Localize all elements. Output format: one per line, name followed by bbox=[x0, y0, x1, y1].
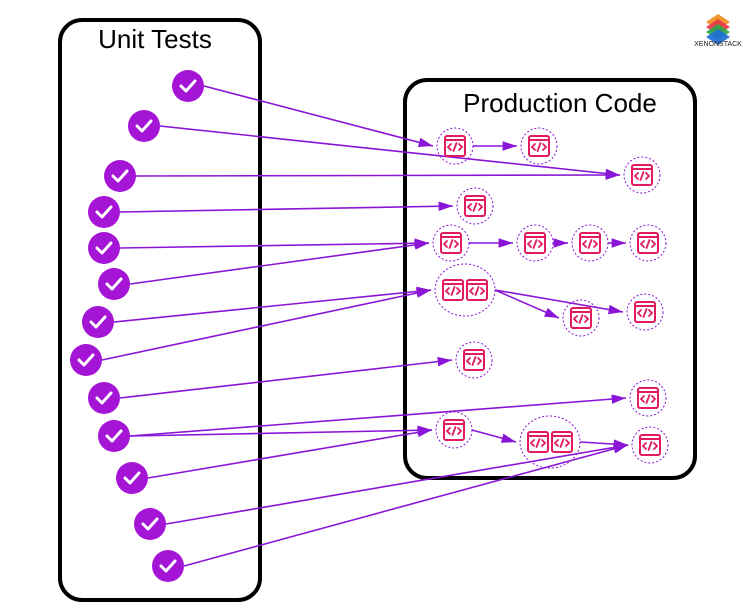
arrow bbox=[136, 175, 620, 176]
unit-test-node bbox=[116, 462, 148, 494]
unit-test-node bbox=[98, 268, 130, 300]
unit-test-node bbox=[152, 550, 184, 582]
code-node bbox=[456, 342, 492, 378]
unit-test-node bbox=[172, 70, 204, 102]
unit-test-node bbox=[98, 420, 130, 452]
arrow bbox=[148, 430, 432, 478]
arrow bbox=[472, 430, 516, 442]
code-node bbox=[624, 157, 660, 193]
arrow bbox=[580, 442, 628, 445]
arrow bbox=[204, 86, 433, 146]
code-node bbox=[517, 225, 553, 261]
code-node bbox=[435, 264, 495, 316]
arrow bbox=[130, 243, 429, 284]
arrow bbox=[495, 290, 559, 318]
unit-test-node bbox=[134, 508, 166, 540]
code-node bbox=[433, 225, 469, 261]
arrow bbox=[120, 243, 429, 248]
code-node bbox=[572, 225, 608, 261]
unit-test-node bbox=[128, 110, 160, 142]
unit-test-node bbox=[104, 160, 136, 192]
code-node bbox=[436, 412, 472, 448]
unit-test-node bbox=[88, 196, 120, 228]
unit-test-node bbox=[88, 232, 120, 264]
unit-test-node bbox=[82, 306, 114, 338]
unit-test-node bbox=[88, 382, 120, 414]
code-node bbox=[457, 188, 493, 224]
arrow bbox=[160, 126, 620, 175]
arrow bbox=[102, 290, 431, 360]
arrow bbox=[120, 360, 452, 398]
unit-test-node bbox=[70, 344, 102, 376]
diagram-canvas: Unit Tests Production Code XENONSTACK bbox=[0, 0, 749, 613]
unit_tests-label: Unit Tests bbox=[98, 24, 212, 54]
code-node bbox=[521, 128, 557, 164]
code-node bbox=[632, 427, 668, 463]
arrow bbox=[114, 290, 431, 322]
code-node bbox=[630, 380, 666, 416]
code-node bbox=[627, 294, 663, 330]
code-node bbox=[520, 416, 580, 468]
arrow bbox=[495, 290, 623, 312]
code-node bbox=[630, 225, 666, 261]
production_code-label: Production Code bbox=[463, 88, 657, 118]
arrow bbox=[166, 445, 628, 524]
logo-text: XENONSTACK bbox=[694, 41, 742, 48]
